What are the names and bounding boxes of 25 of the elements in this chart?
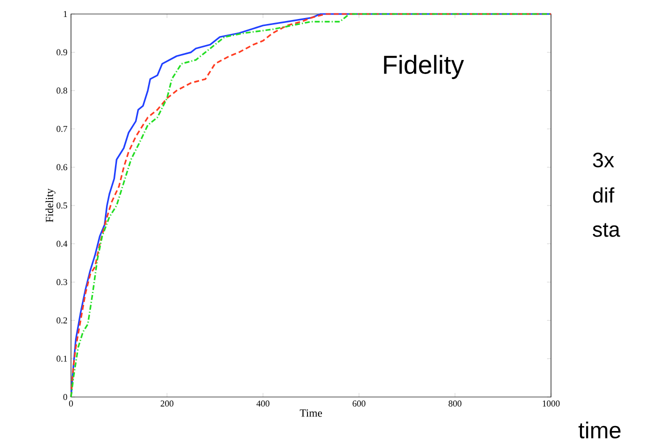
y-tick-label: 0.4 [56, 240, 68, 247]
y-tick-label: 0.8 [56, 88, 68, 94]
y-tick-label: 0.1 [56, 356, 67, 362]
line-series [70, 13, 552, 398]
x-tick-label: 400 [256, 400, 270, 407]
y-tick-label: 0.3 [56, 279, 68, 286]
x-tick-label: 800 [448, 400, 462, 407]
annotation: Fidelity [384, 54, 464, 80]
x-tick-label: 200 [160, 400, 174, 407]
y-tick-label: 0.5 [56, 202, 68, 209]
text: 3x [593, 152, 614, 168]
x-tick-label: 1000 [542, 400, 560, 407]
y-tick-label: 0 [63, 394, 68, 400]
y-tick-label: 0.7 [56, 126, 68, 132]
y-tick-label: 0.9 [56, 49, 68, 56]
text: time [578, 422, 620, 438]
x-axis-title: Time [300, 409, 322, 417]
text: dif [593, 187, 614, 203]
y-tick-label: 0.2 [56, 317, 67, 324]
x-tick-label: 0 [69, 400, 73, 407]
y-tick-label: 1 [64, 11, 67, 17]
x-tick-label: 600 [352, 400, 366, 407]
y-tick-label: 0.6 [56, 164, 68, 170]
y-axis-title: Fidelity [45, 188, 56, 222]
text: sta [592, 223, 620, 237]
